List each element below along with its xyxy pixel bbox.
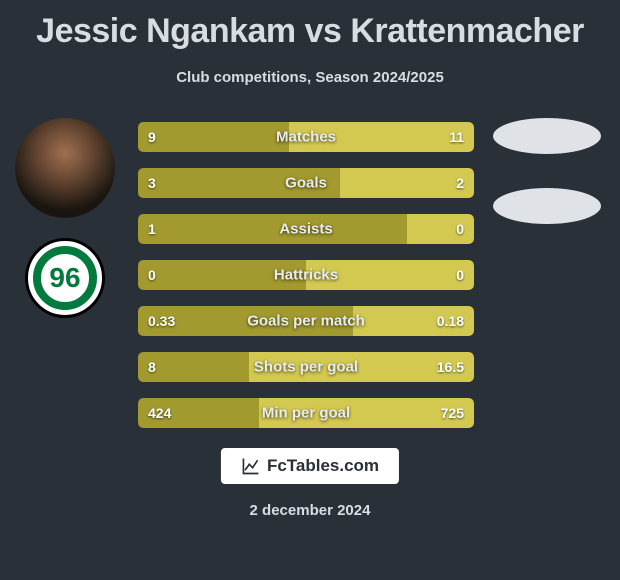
bar-right-value: 0.18	[437, 313, 464, 329]
brand-text: FcTables.com	[267, 456, 379, 476]
bar-right-value: 725	[441, 405, 464, 421]
page-title: Jessic Ngankam vs Krattenmacher	[0, 0, 620, 51]
bar-left-value: 0.33	[148, 313, 175, 329]
bar-left-value: 0	[148, 267, 156, 283]
bar-left-value: 424	[148, 405, 171, 421]
player-left-avatar	[15, 118, 115, 218]
bar-row: 424 725 Min per goal	[138, 398, 474, 428]
bar-row: 9 11 Matches	[138, 122, 474, 152]
bar-left-value: 3	[148, 175, 156, 191]
bar-label: Matches	[276, 129, 336, 146]
club-right-badge	[493, 188, 601, 224]
bar-label: Hattricks	[274, 267, 338, 284]
bar-right-fill	[340, 168, 474, 198]
bar-left-value: 1	[148, 221, 156, 237]
bar-left-value: 9	[148, 129, 156, 145]
right-player-column	[492, 118, 602, 224]
bar-label: Assists	[279, 221, 332, 238]
bar-right-value: 2	[456, 175, 464, 191]
club-left-badge: 96	[25, 238, 105, 318]
bar-label: Goals per match	[247, 313, 365, 330]
bar-right-value: 0	[456, 221, 464, 237]
subtitle: Club competitions, Season 2024/2025	[0, 69, 620, 86]
bar-right-value: 0	[456, 267, 464, 283]
bar-row: 3 2 Goals	[138, 168, 474, 198]
player-right-avatar	[493, 118, 601, 154]
left-player-column: 96	[10, 118, 120, 318]
bar-row: 1 0 Assists	[138, 214, 474, 244]
club-left-text: 96	[49, 262, 80, 294]
bar-label: Min per goal	[262, 405, 350, 422]
bar-row: 8 16.5 Shots per goal	[138, 352, 474, 382]
chart-icon	[241, 456, 261, 476]
date-text: 2 december 2024	[250, 502, 371, 519]
comparison-bars: 9 11 Matches 3 2 Goals 1 0 Assists 0 0 Hattricks 0.3…	[138, 122, 474, 428]
bar-left-fill	[138, 214, 407, 244]
bar-label: Goals	[285, 175, 327, 192]
bar-left-fill	[138, 122, 289, 152]
bar-row: 0 0 Hattricks	[138, 260, 474, 290]
brand-badge: FcTables.com	[221, 448, 399, 484]
bar-right-value: 16.5	[437, 359, 464, 375]
bar-right-value: 11	[449, 129, 464, 145]
bar-label: Shots per goal	[254, 359, 358, 376]
bar-row: 0.33 0.18 Goals per match	[138, 306, 474, 336]
bar-left-value: 8	[148, 359, 156, 375]
